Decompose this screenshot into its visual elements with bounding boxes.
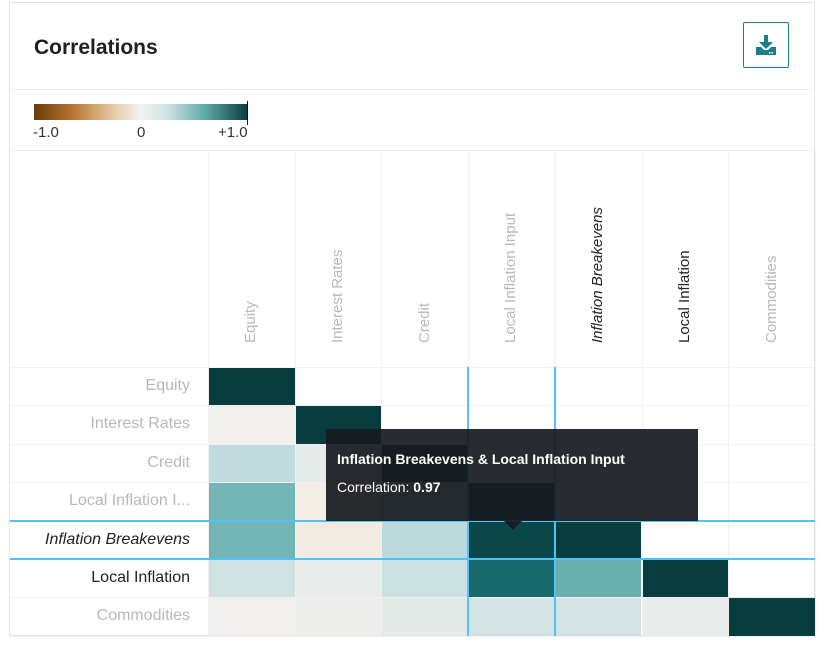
heatmap-cell[interactable] bbox=[209, 444, 295, 483]
row-label[interactable]: Commodities bbox=[96, 607, 190, 625]
column-label[interactable]: Local Inflation bbox=[675, 250, 693, 343]
grid-line-horizontal bbox=[10, 635, 815, 637]
heatmap-cell[interactable] bbox=[209, 483, 295, 521]
heatmap-cell-diagonal[interactable] bbox=[729, 598, 815, 636]
heatmap-cell[interactable] bbox=[382, 598, 469, 636]
heatmap-cell[interactable] bbox=[382, 521, 469, 559]
grid-line-vertical bbox=[294, 150, 296, 636]
grid-line-horizontal bbox=[10, 367, 815, 368]
heatmap-cell-diagonal[interactable] bbox=[209, 368, 295, 406]
header-divider bbox=[10, 89, 815, 90]
legend-divider bbox=[10, 150, 815, 151]
row-label[interactable]: Interest Rates bbox=[90, 415, 190, 433]
heatmap-cell[interactable] bbox=[642, 598, 729, 636]
row-label[interactable]: Inflation Breakevens bbox=[45, 530, 190, 548]
cell-tooltip: Inflation Breakevens & Local Inflation I… bbox=[326, 429, 698, 530]
heatmap-cell[interactable] bbox=[209, 560, 295, 598]
heatmap-cell[interactable] bbox=[555, 598, 642, 636]
column-label[interactable]: Interest Rates bbox=[329, 249, 347, 343]
row-label[interactable]: Equity bbox=[145, 377, 190, 394]
legend-value-marker bbox=[247, 101, 248, 125]
row-label[interactable]: Local Inflation bbox=[91, 569, 190, 586]
heatmap-cell[interactable] bbox=[209, 406, 295, 444]
heatmap-cell-diagonal[interactable] bbox=[642, 560, 729, 598]
heatmap-cell[interactable] bbox=[555, 560, 642, 598]
tooltip-arrow bbox=[504, 521, 522, 530]
grid-line-horizontal bbox=[10, 597, 815, 599]
column-label[interactable]: Commodities bbox=[762, 255, 780, 343]
heatmap-cell[interactable] bbox=[295, 560, 382, 598]
heatmap-cell[interactable] bbox=[209, 598, 295, 636]
column-label[interactable]: Equity bbox=[242, 301, 260, 343]
tooltip-body: Correlation: 0.97 bbox=[337, 479, 698, 495]
grid-line-vertical bbox=[381, 150, 383, 636]
legend-tick-zero: 0 bbox=[137, 124, 146, 141]
heatmap-cell[interactable] bbox=[295, 521, 382, 559]
row-label[interactable]: Credit bbox=[147, 453, 190, 471]
grid-line-vertical bbox=[641, 150, 643, 636]
tooltip-value: 0.97 bbox=[413, 479, 441, 495]
row-label[interactable]: Local Inflation I... bbox=[69, 492, 190, 510]
grid-line-horizontal bbox=[10, 405, 815, 407]
grid-line-vertical bbox=[208, 150, 209, 636]
tooltip-label: Correlation: bbox=[337, 479, 414, 495]
heatmap-cell[interactable] bbox=[469, 560, 555, 598]
grid-line-vertical bbox=[728, 150, 730, 636]
download-button[interactable] bbox=[743, 22, 789, 68]
heatmap-cell-diagonal[interactable] bbox=[555, 521, 642, 559]
heatmap-cell[interactable] bbox=[382, 560, 469, 598]
legend-tick-max: +1.0 bbox=[218, 124, 248, 141]
color-scale-legend bbox=[34, 104, 248, 120]
column-label[interactable]: Inflation Breakevens bbox=[589, 207, 607, 343]
legend-tick-min: -1.0 bbox=[33, 124, 59, 141]
column-label[interactable]: Credit bbox=[415, 302, 433, 343]
grid-line-vertical bbox=[814, 150, 816, 636]
highlight-row-line bbox=[10, 558, 815, 560]
heatmap-cell[interactable] bbox=[209, 521, 295, 559]
download-icon bbox=[756, 35, 776, 55]
card-title: Correlations bbox=[34, 36, 158, 59]
column-label[interactable]: Local Inflation Input bbox=[502, 212, 520, 343]
heatmap-cell[interactable] bbox=[469, 598, 555, 636]
tooltip-title: Inflation Breakevens & Local Inflation I… bbox=[337, 451, 625, 467]
heatmap-cell[interactable] bbox=[295, 598, 382, 636]
